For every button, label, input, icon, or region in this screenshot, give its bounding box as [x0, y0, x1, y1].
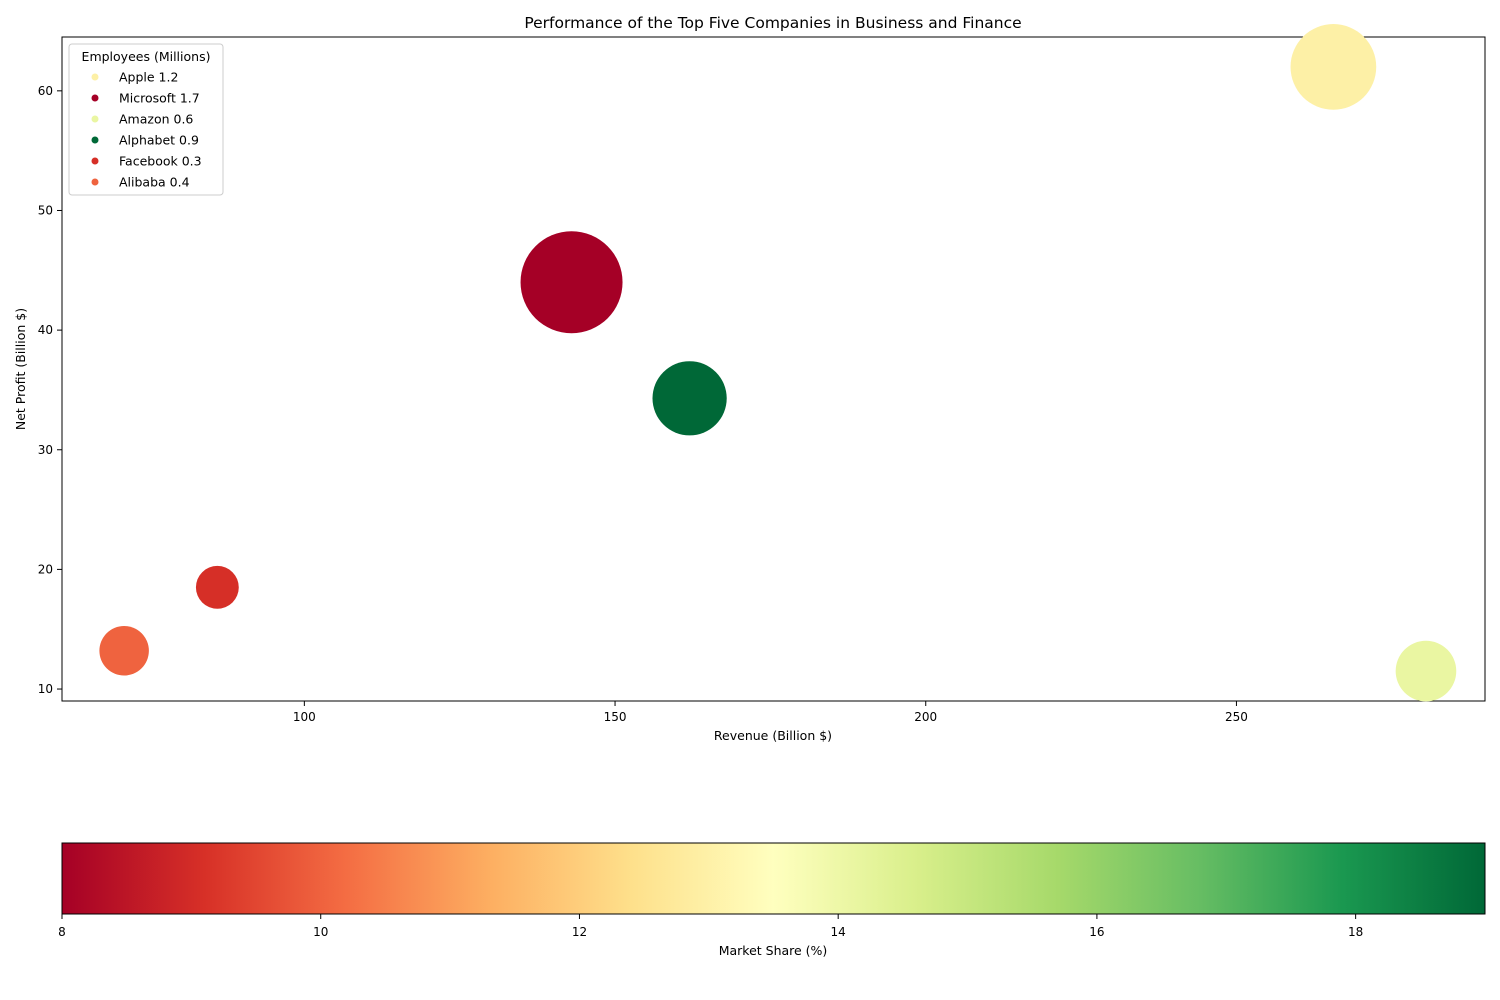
y-axis-label: Net Profit (Billion $): [13, 308, 28, 430]
bubbles: [99, 24, 1457, 702]
legend-entry-label: Apple 1.2: [119, 70, 178, 85]
chart-title: Performance of the Top Five Companies in…: [524, 14, 1021, 32]
colorbar-tick-label: 16: [1089, 925, 1104, 939]
legend-marker: [91, 178, 99, 186]
y-tick-label: 40: [38, 323, 53, 337]
bubble-facebook: [195, 565, 239, 609]
y-tick-label: 10: [38, 682, 53, 696]
legend-marker: [91, 73, 99, 81]
legend-marker: [91, 157, 99, 165]
x-tick-label: 200: [914, 710, 937, 724]
colorbar: 8 10 12 14 16 18 Market Share (%): [58, 842, 1486, 958]
legend-marker: [91, 115, 99, 123]
legend-marker: [91, 136, 99, 144]
y-tick-label: 60: [38, 84, 53, 98]
x-tick-label: 150: [604, 710, 627, 724]
legend-entry-label: Alibaba 0.4: [119, 175, 190, 190]
y-tick-label: 50: [38, 203, 53, 217]
colorbar-tick-label: 14: [831, 925, 846, 939]
legend-title: Employees (Millions): [82, 49, 211, 64]
colorbar-tick-label: 12: [572, 925, 587, 939]
legend-entry-label: Facebook 0.3: [119, 154, 202, 169]
legend-entry-label: Alphabet 0.9: [119, 133, 199, 148]
x-axis-label: Revenue (Billion $): [714, 728, 832, 743]
bubble-apple: [1290, 24, 1377, 110]
bubble-microsoft: [520, 231, 623, 334]
legend-box: [68, 43, 224, 196]
x-tick-label: 250: [1225, 710, 1248, 724]
x-tick-label: 100: [293, 710, 316, 724]
y-axis-ticks: 10 20 30 40 50 60: [38, 84, 62, 696]
y-tick-label: 30: [38, 443, 53, 457]
bubble-alphabet: [652, 361, 727, 436]
x-axis-ticks: 100 150 200 250: [293, 701, 1248, 724]
plot-area: 100 150 200 250 10 20 30 40 50 60: [38, 24, 1486, 724]
colorbar-tick-label: 8: [58, 925, 66, 939]
legend-entries: Apple 1.2 Microsoft 1.7 Amazon 0.6 Alphabet…: [91, 70, 202, 190]
colorbar-tick-label: 10: [313, 925, 328, 939]
colorbar-gradient: [61, 842, 1486, 915]
legend-marker: [91, 94, 99, 102]
legend-entry-label: Amazon 0.6: [119, 112, 193, 127]
bubble-alibaba: [99, 626, 149, 676]
colorbar-label: Market Share (%): [719, 943, 828, 958]
colorbar-tick-label: 18: [1348, 925, 1363, 939]
plot-frame: [61, 36, 1486, 702]
legend: Employees (Millions) Apple 1.2 Microsoft …: [68, 43, 224, 196]
colorbar-ticks: 8 10 12 14 16 18: [58, 914, 1363, 939]
legend-entry-label: Microsoft 1.7: [119, 91, 200, 106]
y-tick-label: 20: [38, 562, 53, 576]
bubble-amazon: [1395, 640, 1457, 702]
